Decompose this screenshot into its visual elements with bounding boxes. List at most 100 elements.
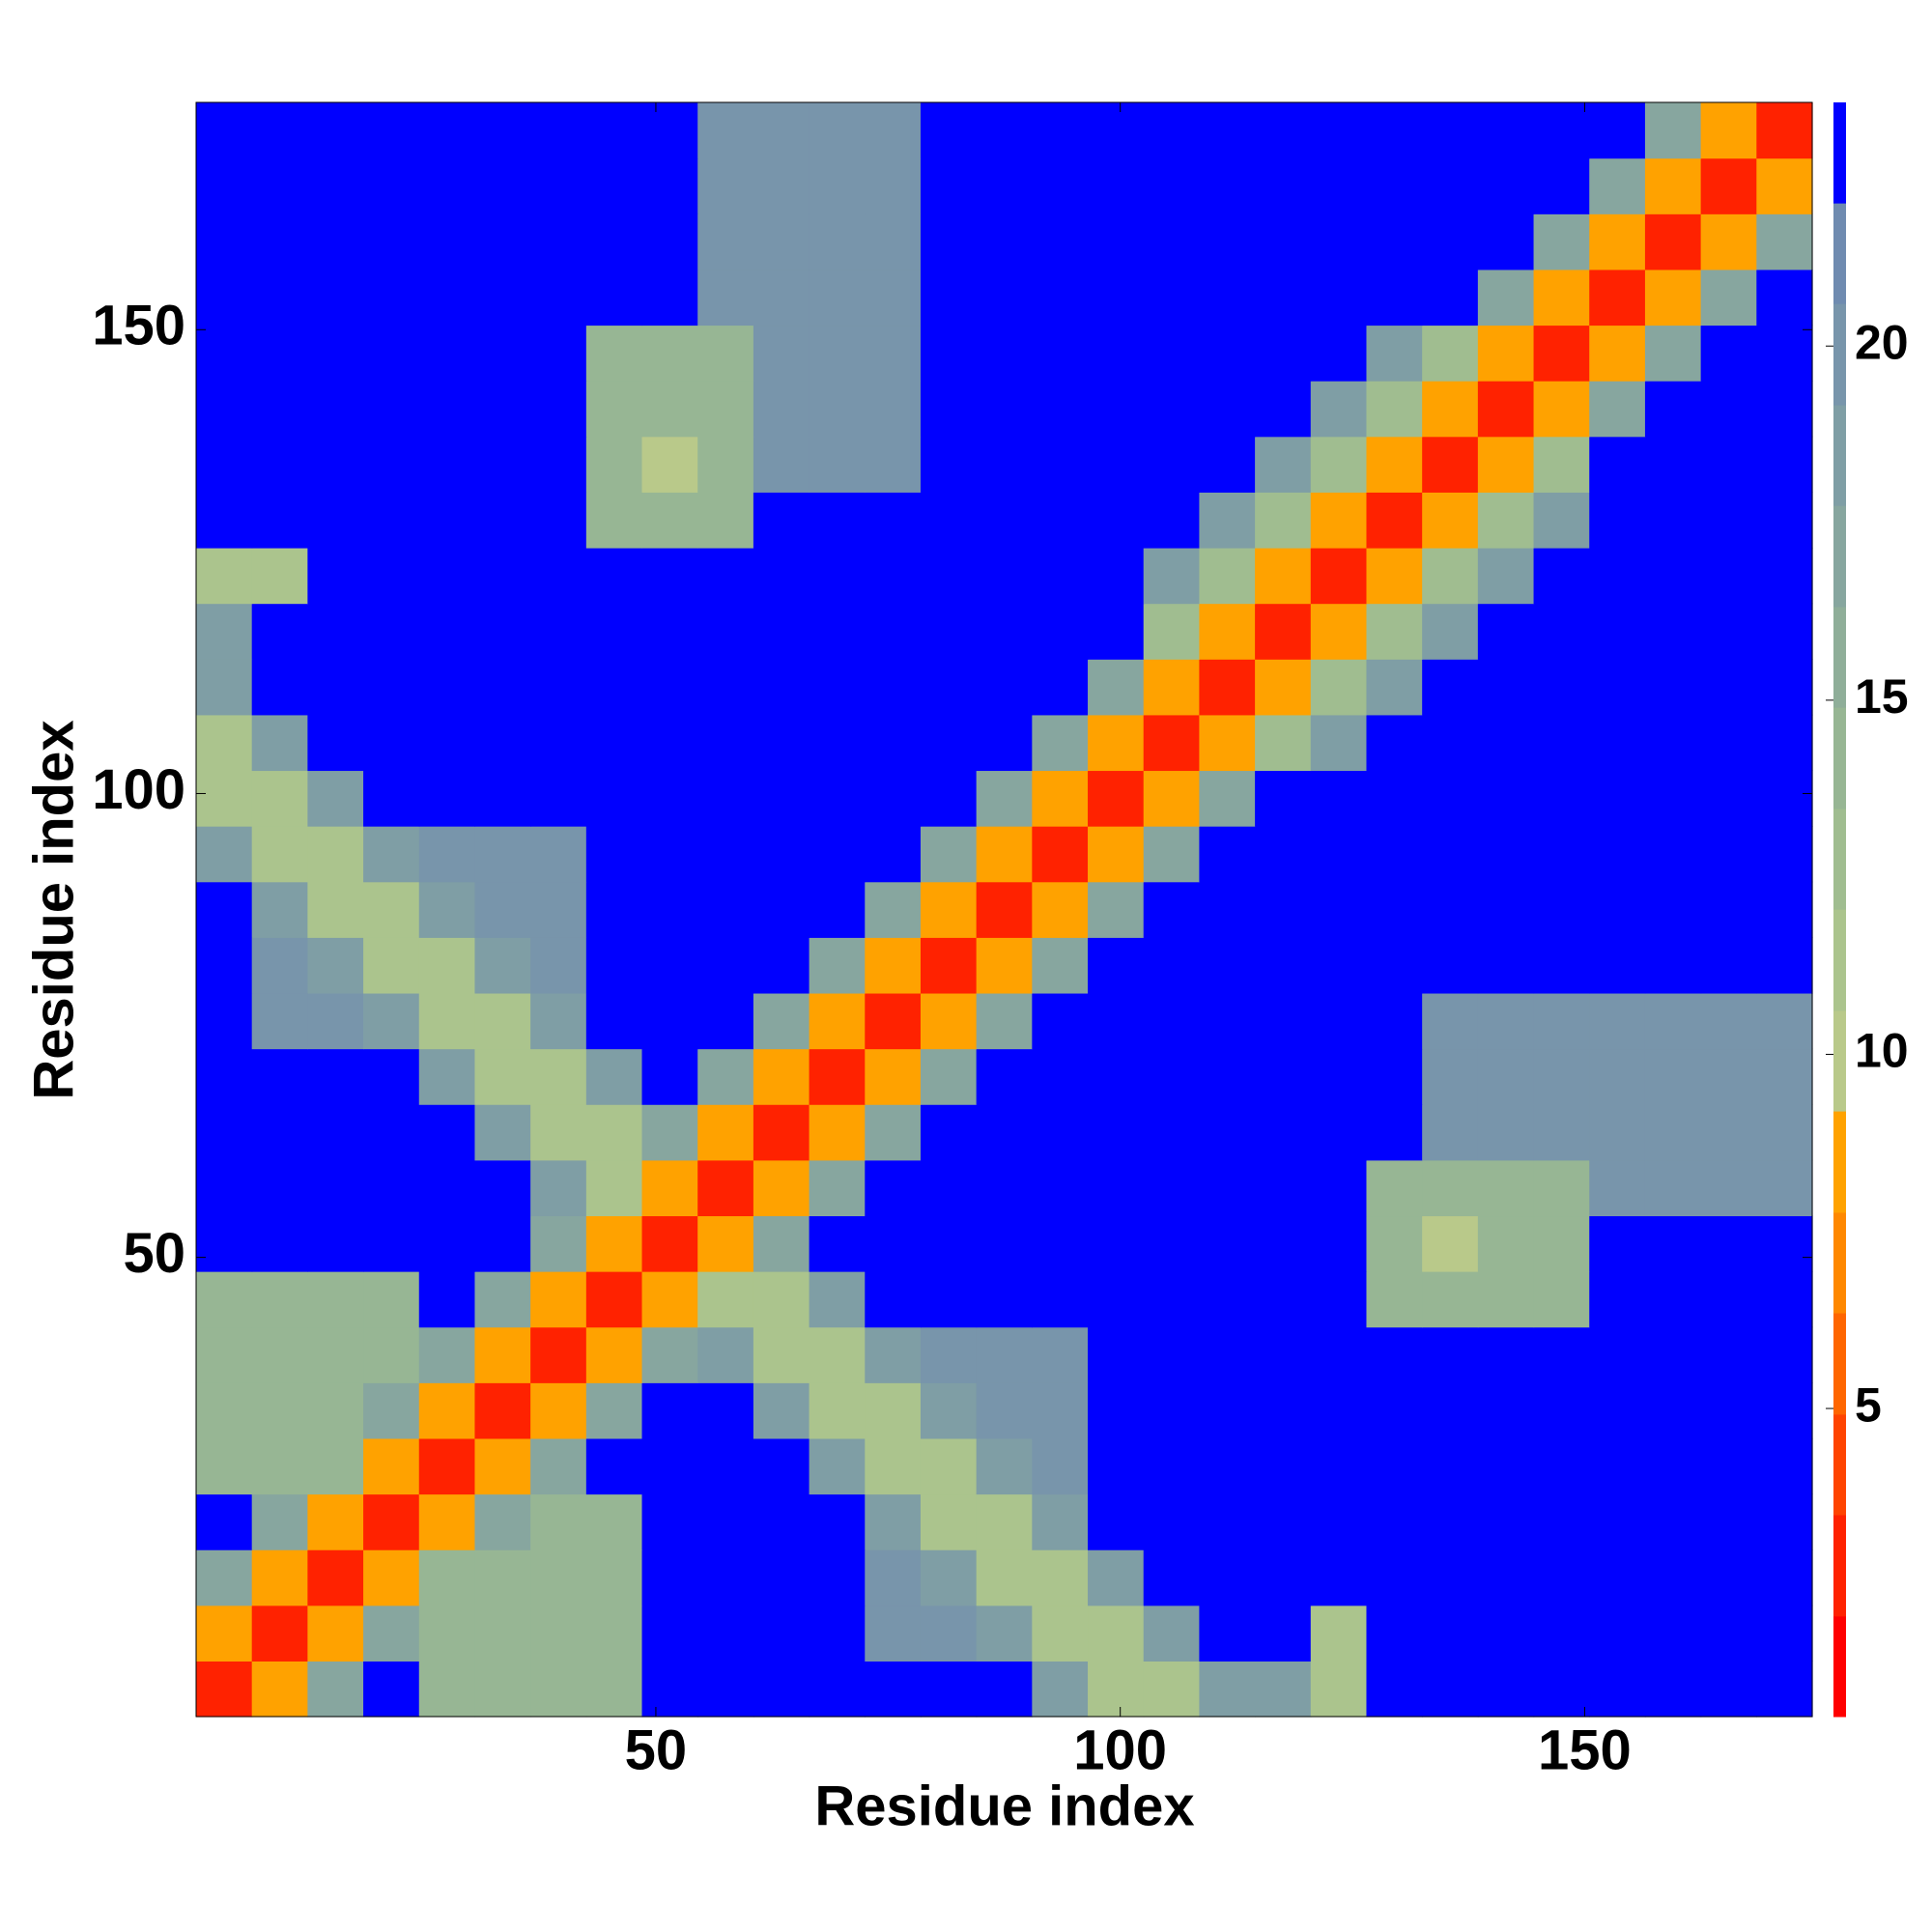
heatmap-cell (251, 381, 308, 438)
heatmap-cell (865, 102, 922, 159)
heatmap-cell (920, 436, 978, 493)
heatmap-cell (251, 881, 308, 938)
heatmap-cell (585, 937, 643, 994)
heatmap-cell (753, 1271, 810, 1328)
heatmap-cell (976, 157, 1033, 214)
heatmap-cell (1310, 381, 1368, 438)
heatmap-cell (474, 1661, 531, 1718)
heatmap-cell (1533, 1048, 1590, 1105)
heatmap-cell (1422, 436, 1479, 493)
heatmap-cell (1422, 1549, 1479, 1606)
heatmap-cell (1143, 1382, 1201, 1439)
heatmap-cell (363, 826, 420, 883)
heatmap-cell (1088, 770, 1145, 827)
heatmap-cell (474, 492, 531, 549)
heatmap-cell (1088, 325, 1145, 382)
heatmap-cell (865, 1382, 922, 1439)
heatmap-cell (307, 770, 364, 827)
heatmap-cell (1310, 213, 1368, 270)
heatmap-cell (1032, 1382, 1089, 1439)
heatmap-cell (196, 659, 253, 716)
heatmap-cell (1477, 937, 1535, 994)
heatmap-cell (307, 1215, 364, 1272)
heatmap-cell (697, 1437, 754, 1495)
heatmap-cell (1032, 770, 1089, 827)
heatmap-cell (1589, 770, 1646, 827)
heatmap-cell (753, 1661, 810, 1718)
heatmap-cell (1422, 881, 1479, 938)
heatmap-cell (418, 157, 476, 214)
heatmap-cell (1589, 381, 1646, 438)
heatmap-cell (474, 1605, 531, 1662)
heatmap-cell (1422, 1493, 1479, 1550)
heatmap-cell (1199, 1271, 1256, 1328)
heatmap-cell (251, 826, 308, 883)
heatmap-cell (976, 937, 1033, 994)
colorbar-band (1833, 1111, 1846, 1213)
heatmap-cell (1366, 325, 1423, 382)
heatmap-cell (196, 1104, 253, 1161)
heatmap-cell (1756, 1326, 1813, 1383)
heatmap-cell (251, 1048, 308, 1105)
heatmap-cell (307, 1437, 364, 1495)
heatmap-cell (474, 992, 531, 1050)
heatmap-cell (418, 992, 476, 1050)
heatmap-cell (809, 1104, 866, 1161)
heatmap-cell (1366, 992, 1423, 1050)
heatmap-cell (363, 1661, 420, 1718)
heatmap-cell (1199, 1326, 1256, 1383)
heatmap-cell (641, 1661, 698, 1718)
heatmap-cell (1088, 1159, 1145, 1217)
heatmap-cell (976, 547, 1033, 605)
heatmap-cell (585, 381, 643, 438)
heatmap-cell (865, 492, 922, 549)
heatmap-cell (865, 1215, 922, 1272)
heatmap-cell (474, 157, 531, 214)
heatmap-cell (920, 826, 978, 883)
heatmap-cell (1366, 826, 1423, 883)
heatmap-cell (809, 1215, 866, 1272)
heatmap-cell (1756, 1159, 1813, 1217)
heatmap-cell (809, 1048, 866, 1105)
heatmap-cell (753, 714, 810, 772)
heatmap-cell (1088, 659, 1145, 716)
heatmap-cell (1533, 881, 1590, 938)
heatmap-cell (1422, 826, 1479, 883)
heatmap-cell (196, 1493, 253, 1550)
colorbar-band (1833, 809, 1846, 910)
heatmap-cell (363, 937, 420, 994)
heatmap-cell (1589, 1493, 1646, 1550)
heatmap-cell (1477, 1382, 1535, 1439)
heatmap-cell (1533, 381, 1590, 438)
heatmap-cell (865, 992, 922, 1050)
heatmap-cell (976, 325, 1033, 382)
heatmap-cell (976, 826, 1033, 883)
heatmap-cell (865, 1605, 922, 1662)
heatmap-cell (1255, 269, 1312, 327)
heatmap-cell (1088, 381, 1145, 438)
heatmap-cell (976, 659, 1033, 716)
heatmap-cell (865, 1493, 922, 1550)
heatmap-cell (1700, 1661, 1757, 1718)
heatmap-cell (1756, 659, 1813, 716)
heatmap-cell (976, 1048, 1033, 1105)
heatmap-cell (196, 381, 253, 438)
heatmap-cell (1366, 937, 1423, 994)
heatmap-cell (753, 992, 810, 1050)
heatmap-cell (363, 1549, 420, 1606)
heatmap-cell (697, 1048, 754, 1105)
heatmap-cell (196, 436, 253, 493)
heatmap-cell (530, 547, 587, 605)
heatmap-cell (251, 992, 308, 1050)
heatmap-cell (753, 213, 810, 270)
heatmap-cell (753, 937, 810, 994)
heatmap-cell (1366, 603, 1423, 660)
heatmap-cell (753, 1549, 810, 1606)
heatmap-cell (1310, 992, 1368, 1050)
heatmap-cell (1477, 1104, 1535, 1161)
heatmap-cell (1366, 1159, 1423, 1217)
heatmap-cell (418, 547, 476, 605)
heatmap-cell (418, 881, 476, 938)
heatmap-cell (1589, 603, 1646, 660)
heatmap-cell (530, 1437, 587, 1495)
